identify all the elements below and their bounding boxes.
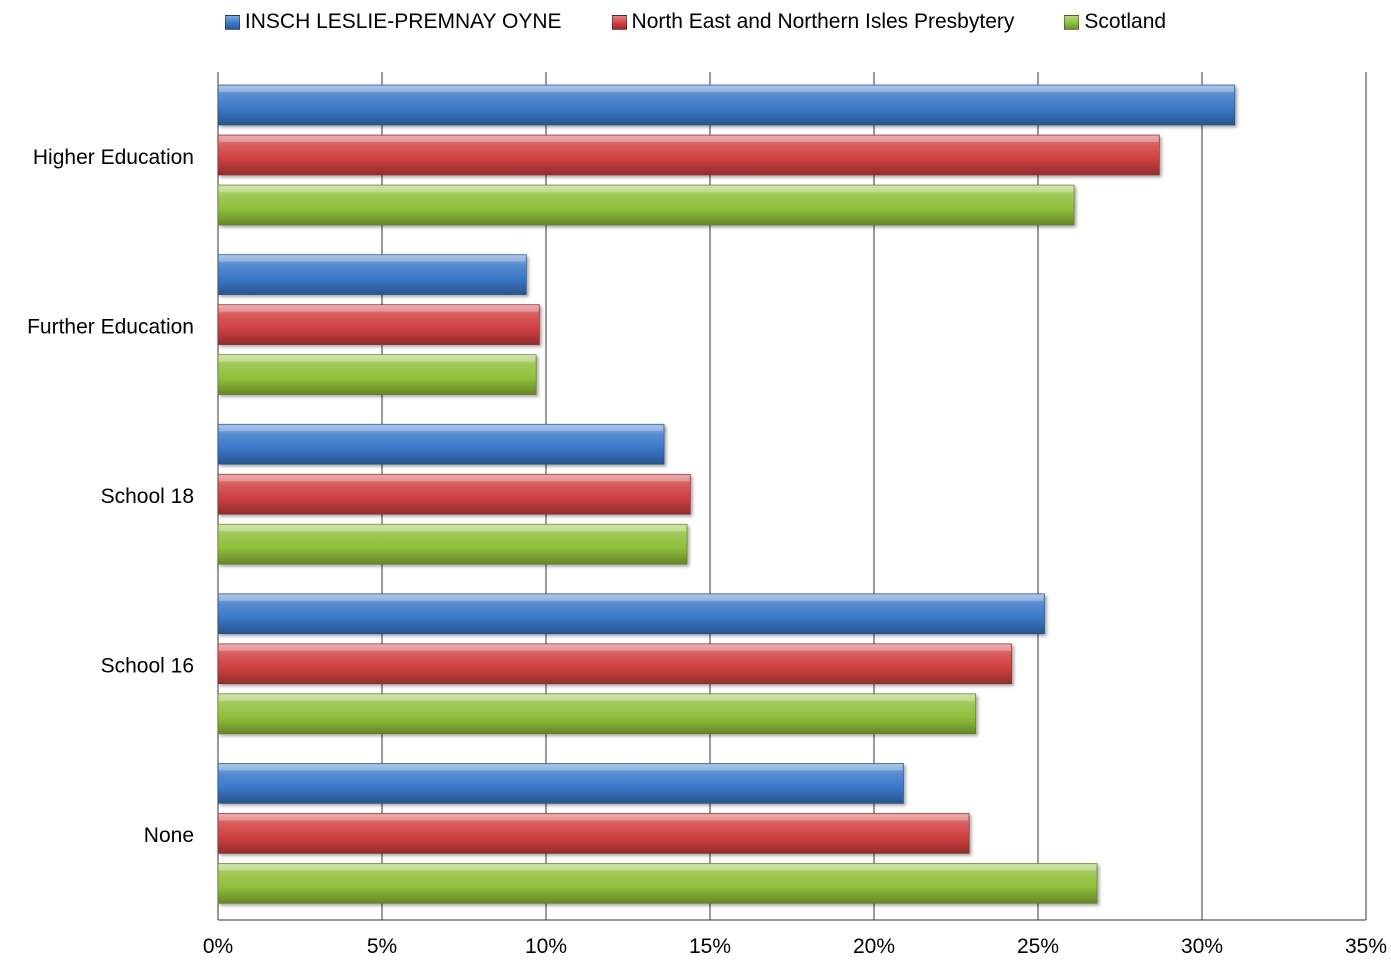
bar-school-18-series-2 bbox=[217, 473, 691, 515]
y-category-label-1: Further Education bbox=[27, 315, 194, 338]
y-category-label-3: School 16 bbox=[101, 655, 194, 678]
legend-swatch-series-2 bbox=[611, 14, 627, 30]
bar-school-16-series-3 bbox=[217, 693, 976, 735]
bar-higher-education-series-1 bbox=[217, 84, 1236, 126]
bar-highlight-0-2 bbox=[219, 186, 1074, 192]
x-tick-label-1: 5% bbox=[367, 935, 397, 958]
legend-item-series-3: Scotland bbox=[1064, 10, 1166, 34]
bar-highlight-3-0 bbox=[219, 594, 1044, 601]
bar-none-series-2 bbox=[217, 813, 970, 854]
bar-highlight-4-1 bbox=[219, 814, 969, 821]
x-tick-label-2: 10% bbox=[525, 935, 567, 958]
x-tick-label-0: 0% bbox=[203, 935, 233, 958]
legend-swatch-series-1 bbox=[224, 14, 240, 30]
legend-label-series-1: INSCH LESLIE-PREMNAY OYNE bbox=[244, 10, 562, 33]
bar-highlight-1-0 bbox=[219, 255, 526, 262]
legend-item-series-2: North East and Northern Isles Presbytery bbox=[611, 10, 1015, 34]
y-category-label-4: None bbox=[144, 824, 194, 847]
x-tick-label-4: 20% bbox=[853, 935, 895, 958]
y-category-label-2: School 18 bbox=[101, 485, 194, 508]
x-tick-label-7: 35% bbox=[1345, 935, 1387, 958]
bar-school-16-series-1 bbox=[217, 593, 1045, 635]
bar-further-education-series-2 bbox=[217, 304, 540, 345]
bar-further-education-series-3 bbox=[217, 354, 537, 395]
bar-highlight-1-2 bbox=[219, 355, 536, 362]
legend-item-series-1: INSCH LESLIE-PREMNAY OYNE bbox=[224, 10, 562, 34]
x-tick-label-6: 30% bbox=[1181, 935, 1223, 958]
y-category-label-0: Higher Education bbox=[33, 146, 194, 169]
bar-highlight-1-1 bbox=[219, 305, 539, 312]
bar-none-series-3 bbox=[217, 863, 1098, 904]
legend-label-series-3: Scotland bbox=[1084, 10, 1167, 33]
bar-school-18-series-1 bbox=[217, 423, 665, 465]
bar-highlight-4-2 bbox=[219, 864, 1097, 871]
x-tick-label-3: 15% bbox=[689, 935, 731, 958]
bar-higher-education-series-3 bbox=[217, 184, 1075, 226]
bar-further-education-series-1 bbox=[217, 254, 527, 295]
bar-higher-education-series-2 bbox=[217, 134, 1160, 176]
bar-highlight-3-1 bbox=[219, 644, 1011, 651]
bar-highlight-0-0 bbox=[219, 86, 1234, 92]
bar-none-series-1 bbox=[217, 763, 904, 804]
bar-highlight-4-0 bbox=[219, 764, 903, 771]
legend-swatch-series-3 bbox=[1064, 14, 1080, 30]
bar-school-16-series-2 bbox=[217, 643, 1013, 685]
bar-school-18-series-3 bbox=[217, 523, 688, 565]
bar-highlight-2-1 bbox=[219, 475, 690, 482]
x-tick-label-5: 25% bbox=[1017, 935, 1059, 958]
bar-highlight-2-0 bbox=[219, 425, 664, 432]
legend: INSCH LESLIE-PREMNAY OYNE North East and… bbox=[0, 8, 1391, 36]
bar-highlight-3-2 bbox=[219, 694, 975, 701]
legend-label-series-2: North East and Northern Isles Presbytery bbox=[631, 10, 1015, 33]
bar-highlight-0-1 bbox=[219, 136, 1159, 142]
bar-highlight-2-2 bbox=[219, 525, 687, 532]
